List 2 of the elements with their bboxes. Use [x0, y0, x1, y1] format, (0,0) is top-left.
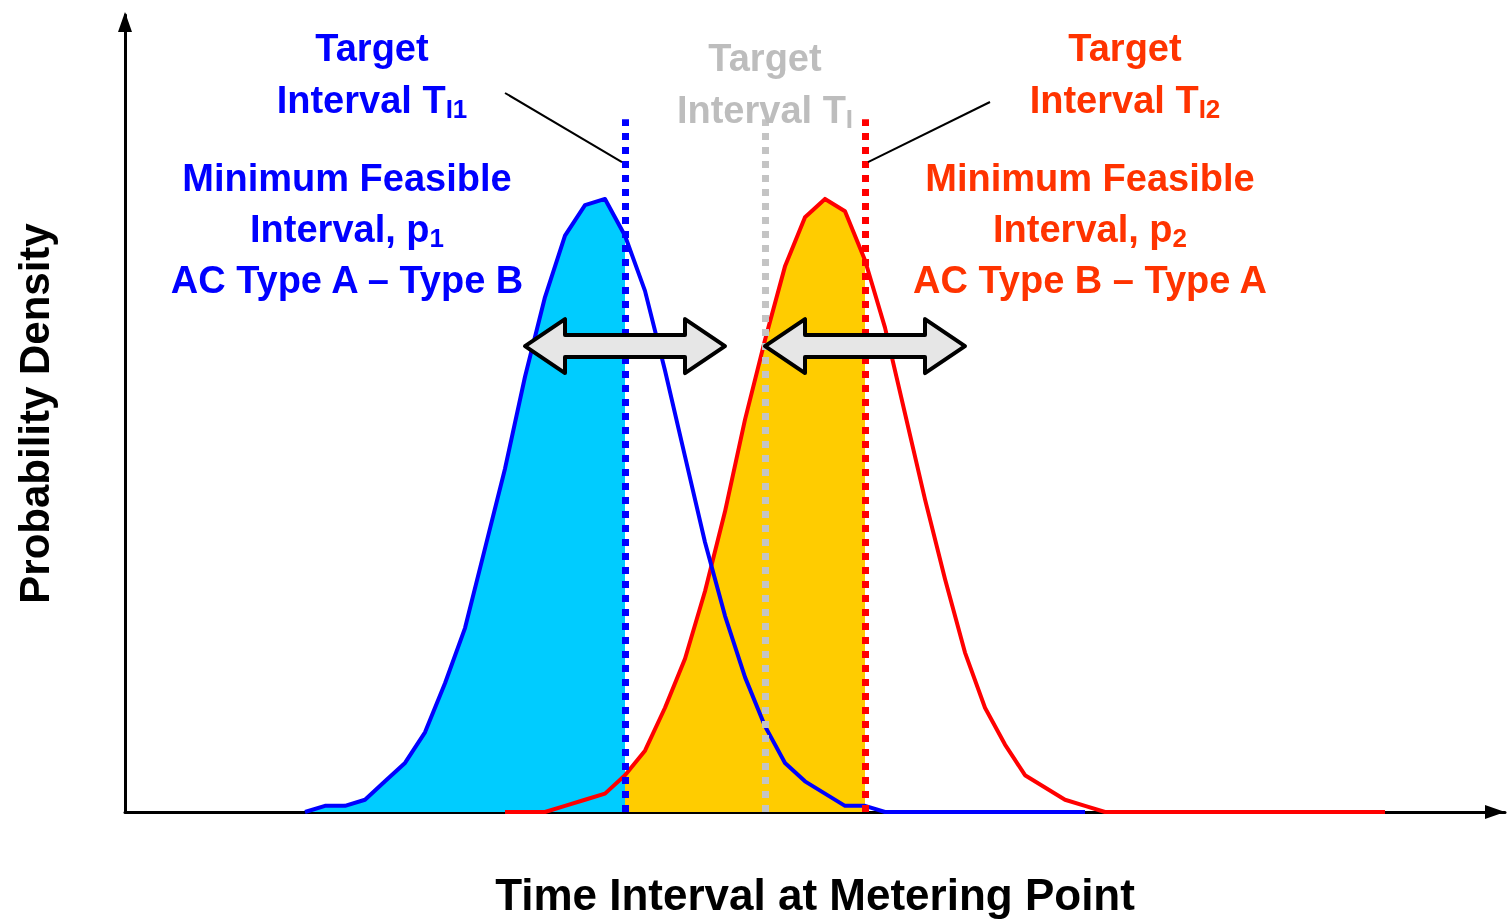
y-axis-title: Probability Density — [10, 222, 58, 604]
x-axis-title: Time Interval at Metering Point — [495, 869, 1136, 919]
